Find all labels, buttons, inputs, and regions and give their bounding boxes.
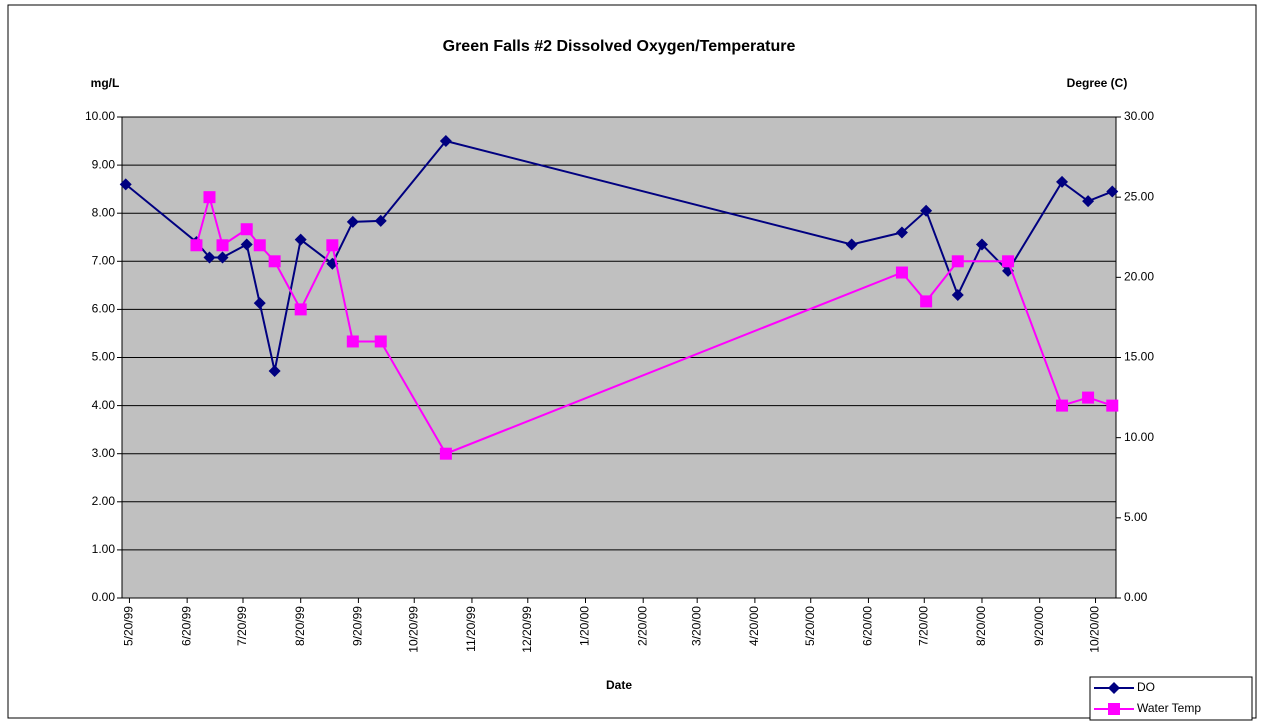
y-tick-label: 7.00 (92, 253, 116, 267)
chart-title: Green Falls #2 Dissolved Oxygen/Temperat… (443, 38, 796, 55)
y-tick-label: 0.00 (92, 590, 116, 604)
marker (920, 295, 933, 308)
x-tick-label: 5/20/00 (803, 606, 817, 646)
x-tick-label: 11/20/99 (464, 606, 478, 652)
marker (326, 239, 339, 252)
marker (240, 223, 253, 236)
y-tick-label: 5.00 (92, 350, 116, 364)
y-axis-label: mg/L (91, 76, 120, 90)
y2-tick-label: 0.00 (1124, 590, 1148, 604)
y-tick-label: 3.00 (92, 446, 116, 460)
marker (951, 255, 964, 268)
marker (190, 239, 203, 252)
x-tick-label: 3/20/00 (689, 606, 703, 646)
marker (951, 288, 964, 301)
y-tick-label: 2.00 (92, 494, 116, 508)
marker (253, 239, 266, 252)
x-tick-label: 1/20/00 (578, 606, 592, 646)
marker (1108, 703, 1120, 715)
marker (895, 226, 908, 239)
marker (1082, 391, 1095, 404)
x-tick-label: 5/20/99 (122, 606, 136, 646)
marker (119, 178, 132, 191)
y2-axis-label: Degree (C) (1067, 76, 1128, 90)
marker (895, 266, 908, 279)
marker (374, 214, 387, 227)
x-tick-label: 10/20/99 (406, 606, 420, 653)
marker (216, 239, 229, 252)
y2-tick-label: 15.00 (1124, 350, 1154, 364)
x-tick-label: 12/20/99 (520, 606, 534, 653)
marker (294, 233, 307, 246)
y2-tick-label: 5.00 (1124, 510, 1148, 524)
legend-label: DO (1137, 680, 1155, 694)
marker (1082, 195, 1095, 208)
marker (268, 255, 281, 268)
marker (346, 335, 359, 348)
marker (203, 251, 216, 264)
marker (920, 204, 933, 217)
marker (439, 447, 452, 460)
legend-label: Water Temp (1137, 701, 1201, 715)
marker (294, 303, 307, 316)
marker (439, 135, 452, 148)
marker (374, 335, 387, 348)
marker (203, 191, 216, 204)
x-tick-label: 10/20/00 (1088, 606, 1102, 653)
y2-tick-label: 30.00 (1124, 109, 1154, 123)
x-tick-label: 8/20/00 (974, 606, 988, 646)
x-axis-label: Date (606, 678, 632, 692)
marker (1106, 185, 1119, 198)
y-tick-label: 4.00 (92, 398, 116, 412)
x-tick-label: 4/20/00 (747, 606, 761, 646)
y2-tick-label: 10.00 (1124, 430, 1154, 444)
x-tick-label: 9/20/99 (351, 606, 365, 646)
x-tick-label: 7/20/00 (916, 606, 930, 646)
y2-tick-label: 25.00 (1124, 189, 1154, 203)
x-tick-label: 7/20/99 (235, 606, 249, 646)
legend: DO Water Temp (1089, 676, 1253, 721)
y-tick-label: 10.00 (85, 109, 115, 123)
marker (216, 251, 229, 264)
x-tick-label: 8/20/99 (293, 606, 307, 646)
marker (1106, 399, 1119, 412)
y-tick-label: 9.00 (92, 157, 116, 171)
marker (1056, 399, 1069, 412)
marker (346, 215, 359, 228)
marker (268, 364, 281, 377)
x-tick-label: 6/20/99 (179, 606, 193, 646)
marker (1056, 175, 1069, 188)
x-tick-label: 6/20/00 (861, 606, 875, 646)
x-tick-label: 2/20/00 (635, 606, 649, 646)
marker (1108, 682, 1120, 694)
marker (1002, 255, 1015, 268)
x-tick-label: 9/20/00 (1032, 606, 1046, 646)
y-tick-label: 1.00 (92, 542, 116, 556)
marker (845, 238, 858, 251)
marker (240, 238, 253, 251)
y-tick-label: 8.00 (92, 205, 116, 219)
marker (253, 297, 266, 310)
y2-tick-label: 20.00 (1124, 270, 1154, 284)
marker (975, 238, 988, 251)
y-tick-label: 6.00 (92, 302, 116, 316)
